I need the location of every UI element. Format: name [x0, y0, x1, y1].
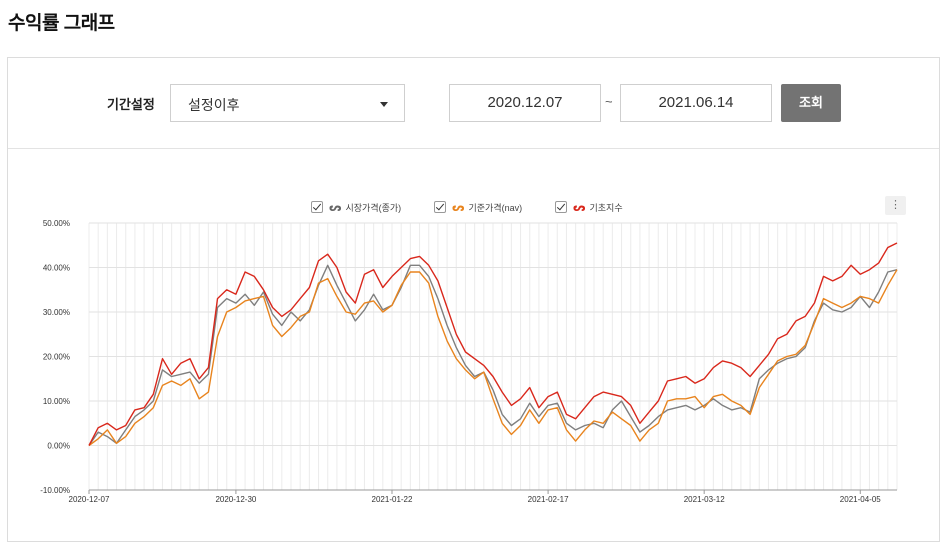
legend-label: 기준가격(nav): [468, 202, 523, 213]
y-tick-label: 20.00%: [43, 353, 70, 362]
legend-item-market-price[interactable]: ᔕ 시장가격(종가): [311, 199, 401, 215]
date-range-separator: ~: [605, 94, 613, 109]
start-date-input[interactable]: 2020.12.07: [449, 84, 601, 122]
caret-down-icon: [380, 102, 388, 107]
line-series-icon: ᔕ: [452, 201, 464, 214]
legend-checkbox[interactable]: [434, 201, 446, 213]
y-tick-label: 40.00%: [43, 264, 70, 273]
x-tick-label: 2020-12-07: [69, 495, 110, 504]
page-title: 수익률 그래프: [8, 13, 115, 34]
period-select[interactable]: 설정이후: [170, 84, 405, 122]
legend-label: 기초지수: [589, 202, 623, 213]
legend-checkbox[interactable]: [555, 201, 567, 213]
y-tick-label: 0.00%: [47, 442, 70, 451]
filter-bar: 기간설정 설정이후 2020.12.07 ~ 2021.06.14 조회: [8, 58, 939, 149]
series-line-1: [88, 264, 898, 446]
series-line-3: [88, 242, 898, 446]
chart-legend: ᔕ 시장가격(종가) ᔕ 기준가격(nav) ᔕ 기초지수: [0, 199, 945, 215]
line-series-icon: ᔕ: [573, 201, 585, 214]
search-button[interactable]: 조회: [781, 84, 841, 122]
y-tick-label: 10.00%: [43, 397, 70, 406]
period-select-value: 설정이후: [188, 97, 240, 113]
x-tick-label: 2021-02-17: [528, 495, 569, 504]
line-series-icon: ᔕ: [329, 201, 341, 214]
x-tick-label: 2021-01-22: [372, 495, 413, 504]
legend-label: 시장가격(종가): [345, 202, 402, 213]
x-tick-label: 2021-03-12: [684, 495, 725, 504]
legend-item-base-index[interactable]: ᔕ 기초지수: [555, 199, 623, 215]
chart-menu-button[interactable]: ⋮: [885, 196, 906, 215]
period-label: 기간설정: [107, 97, 155, 112]
y-tick-label: 30.00%: [43, 308, 70, 317]
y-tick-label: 50.00%: [43, 219, 70, 228]
series-line-2: [88, 269, 898, 447]
x-tick-label: 2020-12-30: [215, 495, 256, 504]
end-date-input[interactable]: 2021.06.14: [620, 84, 772, 122]
x-tick-label: 2021-04-05: [840, 495, 881, 504]
legend-item-nav[interactable]: ᔕ 기준가격(nav): [434, 199, 522, 215]
y-tick-label: -10.00%: [40, 486, 70, 495]
legend-checkbox[interactable]: [311, 201, 323, 213]
